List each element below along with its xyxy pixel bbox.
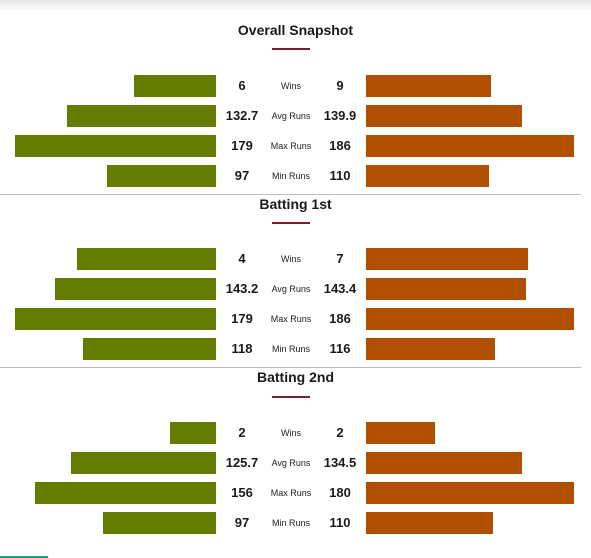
right-team-value: 7	[336, 251, 344, 266]
stat-label: Wins	[281, 81, 301, 91]
right-team-bar	[366, 512, 493, 534]
stat-row-max-runs: 179 Max Runs 186	[0, 308, 591, 330]
section-divider	[0, 367, 581, 368]
right-team-value: 186	[329, 311, 351, 326]
stat-row-wins: 2 Wins 2	[0, 422, 591, 444]
bottom-accent-line	[0, 556, 48, 558]
right-team-value: 9	[336, 78, 344, 93]
stat-label: Max Runs	[270, 488, 312, 498]
stat-row-avg-runs: 132.7 Avg Runs 139.9	[0, 105, 591, 127]
right-team-bar	[366, 452, 522, 474]
right-team-value: 180	[329, 485, 351, 500]
section-title-overall: Overall Snapshot	[237, 22, 354, 38]
left-team-value: 97	[234, 515, 250, 530]
left-team-bar	[71, 452, 216, 474]
section-title-batting-1st: Batting 1st	[259, 196, 332, 212]
right-team-bar	[366, 248, 528, 270]
right-team-value: 110	[329, 515, 351, 530]
left-team-bar	[15, 308, 216, 330]
left-team-value: 125.7	[225, 455, 259, 470]
section-title-batting-2nd: Batting 2nd	[257, 369, 334, 385]
left-team-value: 143.2	[225, 281, 259, 296]
stat-row-min-runs: 97 Min Runs 110	[0, 512, 591, 534]
stat-label: Max Runs	[270, 314, 312, 324]
stat-row-min-runs: 118 Min Runs 116	[0, 338, 591, 360]
header-shadow	[0, 0, 591, 12]
left-team-bar	[35, 482, 216, 504]
right-team-value: 186	[329, 138, 351, 153]
right-team-bar	[366, 135, 574, 157]
right-team-value: 143.4	[323, 281, 357, 296]
stat-row-max-runs: 156 Max Runs 180	[0, 482, 591, 504]
left-team-value: 179	[231, 138, 253, 153]
right-team-value: 139.9	[323, 108, 357, 123]
left-team-bar	[103, 512, 216, 534]
stat-row-wins: 6 Wins 9	[0, 75, 591, 97]
right-team-bar	[366, 75, 491, 97]
title-underline	[272, 396, 310, 398]
right-team-bar	[366, 308, 574, 330]
stat-label: Wins	[281, 428, 301, 438]
stat-label: Avg Runs	[271, 284, 311, 294]
left-team-bar	[107, 165, 216, 187]
right-team-bar	[366, 105, 522, 127]
title-underline	[272, 222, 310, 224]
left-team-value: 6	[238, 78, 246, 93]
stat-label: Max Runs	[270, 141, 312, 151]
left-team-value: 118	[231, 341, 253, 356]
right-team-value: 116	[329, 341, 351, 356]
left-team-value: 156	[231, 485, 253, 500]
left-team-bar	[170, 422, 216, 444]
stat-row-avg-runs: 143.2 Avg Runs 143.4	[0, 278, 591, 300]
left-team-bar	[15, 135, 216, 157]
stat-row-max-runs: 179 Max Runs 186	[0, 135, 591, 157]
right-team-bar	[366, 165, 489, 187]
right-team-value: 134.5	[323, 455, 357, 470]
stat-label: Wins	[281, 254, 301, 264]
left-team-bar	[55, 278, 216, 300]
stat-label: Min Runs	[271, 344, 310, 354]
right-team-bar	[366, 338, 495, 360]
right-team-bar	[366, 422, 435, 444]
right-team-bar	[366, 482, 574, 504]
stat-label: Min Runs	[271, 518, 310, 528]
left-team-bar	[83, 338, 216, 360]
right-team-value: 110	[329, 168, 351, 183]
left-team-value: 179	[231, 311, 253, 326]
title-underline	[272, 48, 310, 50]
right-team-value: 2	[336, 425, 344, 440]
right-team-bar	[366, 278, 526, 300]
left-team-value: 97	[234, 168, 250, 183]
stat-row-min-runs: 97 Min Runs 110	[0, 165, 591, 187]
section-divider	[0, 194, 581, 195]
left-team-value: 132.7	[225, 108, 259, 123]
left-team-value: 2	[238, 425, 246, 440]
left-team-bar	[134, 75, 216, 97]
stat-label: Avg Runs	[271, 111, 311, 121]
stat-label: Avg Runs	[271, 458, 311, 468]
stat-row-wins: 4 Wins 7	[0, 248, 591, 270]
stat-label: Min Runs	[271, 171, 310, 181]
left-team-value: 4	[238, 251, 246, 266]
stat-row-avg-runs: 125.7 Avg Runs 134.5	[0, 452, 591, 474]
left-team-bar	[77, 248, 216, 270]
left-team-bar	[67, 105, 216, 127]
